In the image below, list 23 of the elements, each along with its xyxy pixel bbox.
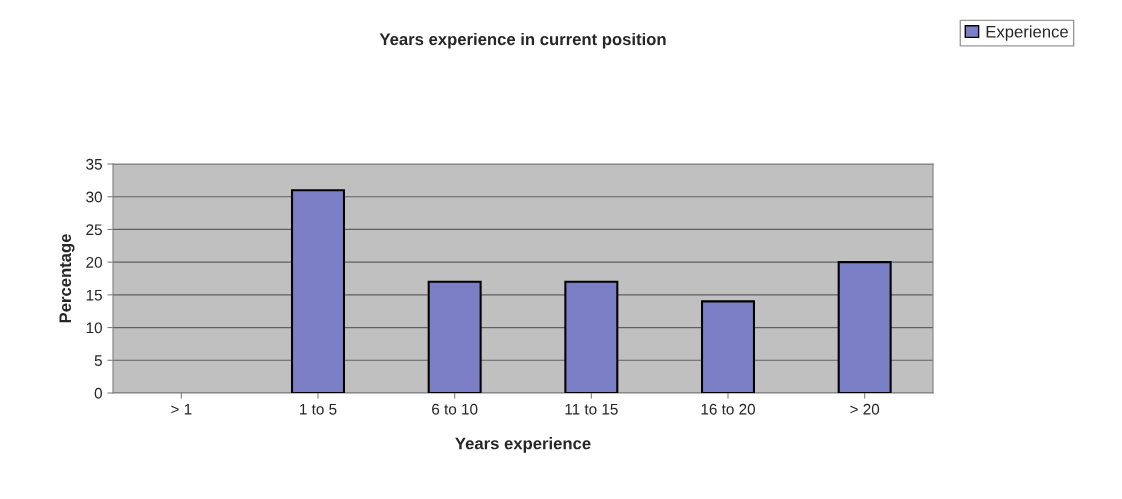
y-tick-label: 35 xyxy=(86,158,102,170)
x-tick-label: 11 to 15 xyxy=(565,403,618,415)
x-tick-label: 1 to 5 xyxy=(300,403,337,415)
x-tick-label: > 1 xyxy=(171,403,192,415)
y-tick-label: 20 xyxy=(86,257,102,268)
x-tick-label: > 20 xyxy=(850,403,880,415)
y-tick-label: 30 xyxy=(86,191,102,203)
legend-label: Experience xyxy=(986,25,1068,41)
bar xyxy=(700,300,756,393)
bar xyxy=(837,261,892,393)
y-tick-label: 25 xyxy=(86,224,102,236)
bar xyxy=(427,280,482,393)
bar xyxy=(564,280,619,393)
y-tick-label: 0 xyxy=(94,387,102,399)
x-tick-label: 6 to 10 xyxy=(432,403,478,415)
y-axis-title: Percentage xyxy=(59,234,75,323)
x-tick-label: 16 to 20 xyxy=(701,403,756,415)
bar xyxy=(290,189,346,393)
x-axis-title: Years experience xyxy=(455,437,591,453)
chart-title: Years experience in current position xyxy=(379,32,666,49)
y-tick-label: 15 xyxy=(86,289,102,301)
y-tick-label: 5 xyxy=(94,355,102,366)
y-tick-label: 10 xyxy=(86,322,102,334)
